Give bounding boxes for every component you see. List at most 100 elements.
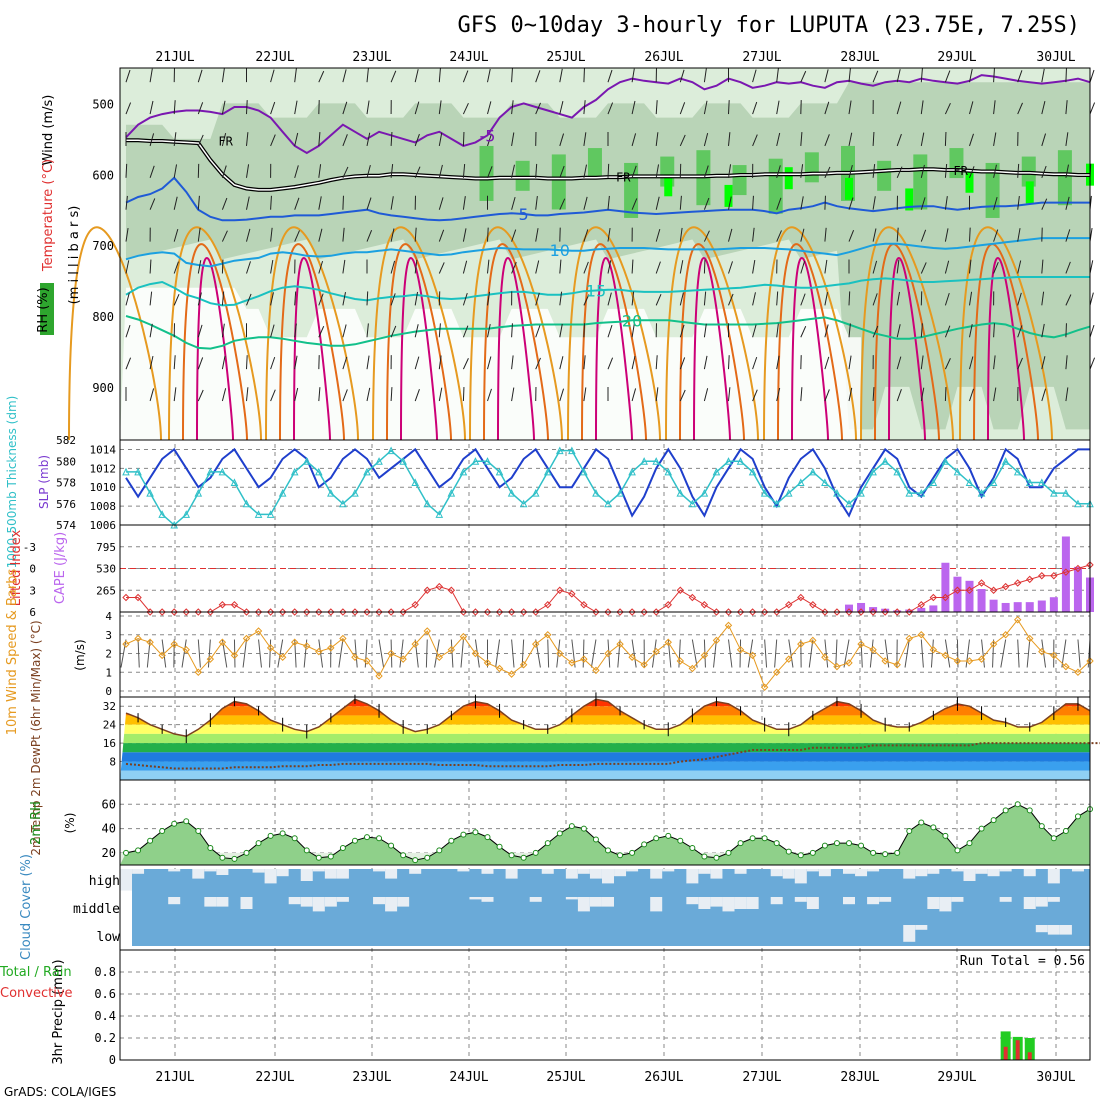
thickness-point [640,457,648,465]
thickness-point [387,446,395,455]
wind-barb [390,293,396,306]
precip-convective-label: Convective [0,986,73,1001]
wind-barb [920,164,925,178]
thickness-point [314,467,323,476]
surface-wind-barb [269,639,272,668]
surface-wind-barb [965,639,970,668]
rh2m-point [653,835,660,842]
surface-wind-barb [1041,639,1047,668]
rh-band-90 [551,154,566,210]
wind-barb [752,324,757,338]
wind-barb [872,325,879,338]
rh2m-point [207,845,214,851]
wind-barb [125,228,129,242]
rh2m-point [894,849,901,856]
wind-barb [149,133,155,147]
rh2m-area [120,804,1090,865]
lifted-index-point [1074,564,1082,573]
wind-barb [703,197,710,210]
cloud-cover-cell [602,897,614,907]
lifted-index-point [905,608,913,616]
wind-barb [197,357,204,370]
wind-barb [438,229,445,242]
wind-barb [246,100,248,115]
thickness-point [712,467,721,476]
pressure-axis-label: (m i l l i b a r s) [67,206,82,305]
wind-speed-point [435,653,444,661]
rh2m-point [1050,835,1057,842]
wind-barb [776,197,782,210]
freezing-level-label: FR [616,170,631,184]
wind-tick: 2 [105,648,112,661]
wind-barb [462,102,469,115]
wind-barb [583,100,586,115]
wind-barb [246,132,249,146]
wind-barb [559,356,564,370]
thickness-point [242,499,251,508]
temp2m-axis-label: 2m Temp 2m DewPt (6hr Min/Max) (°C) [29,620,43,855]
wind-speed-point [206,655,215,663]
warm-contour [581,243,647,441]
cloud-cover-cell [794,897,807,902]
date-label-top: 26JUL [644,50,683,65]
wind-barb [173,164,178,178]
wind-speed-point [917,631,926,639]
surface-wind-barb [233,639,236,668]
wind-barb [318,260,324,274]
wind-barb [487,291,491,306]
wind-barb [969,356,974,370]
rh2m-point [725,849,732,856]
precip-tick: 0 [109,1053,116,1067]
wind-barb [728,196,732,210]
wind-barb [1017,195,1020,210]
rh2m-point [990,817,997,824]
rh-band-90 [768,158,783,214]
cloud-cover-cell [541,869,554,874]
precip-convective-bar [1015,1040,1020,1060]
rh2m-point [821,842,828,849]
cloud-cover-cell [481,897,494,902]
cloud-cover-cell [385,897,398,912]
rh2m-point [665,832,672,839]
wind-speed-point [351,653,359,661]
wind-barb [752,227,755,242]
wind-barb [969,388,974,402]
isotherm-label: 20 [622,311,642,330]
temp-bands [120,699,1090,780]
precip-convective-bar [1003,1046,1008,1060]
wind-barb [920,197,926,210]
warm-contour [68,226,162,441]
wind-barb [1041,68,1045,83]
cloud-level-label: middle [73,902,120,917]
rh2m-point [677,837,684,844]
rh2m-point [1026,807,1033,814]
cloud-cover-cell [204,897,217,907]
lifted-index-point [881,608,889,616]
wind-speed-point [965,657,974,665]
wind-barb [896,388,902,402]
thickness-point [1013,467,1022,476]
wind-barb [1065,196,1070,210]
surface-wind-barb [378,639,385,668]
wind-barb [511,323,513,338]
surface-wind-barb [739,639,742,668]
rh2m-point [460,831,467,838]
wind-barb [487,133,492,147]
cloud-cover-cell [843,869,855,874]
cloud-cover-cell [469,897,482,900]
wind-barb [438,355,442,370]
wind-barb [872,293,878,306]
surface-wind-barb [137,639,140,668]
wind-speed-point [929,646,938,654]
wind-barb [800,196,804,210]
wind-speed-point [122,640,130,648]
wind-barb [969,323,973,338]
rh-axis-label: RH (%) [36,287,51,332]
wind-barb [246,261,251,274]
lifted-index-point [242,608,251,616]
lifted-index-point [218,601,227,609]
rh2m-point [713,854,720,861]
cape-bar [965,580,974,612]
wind-barb [776,355,780,370]
wind-barb [366,68,369,83]
